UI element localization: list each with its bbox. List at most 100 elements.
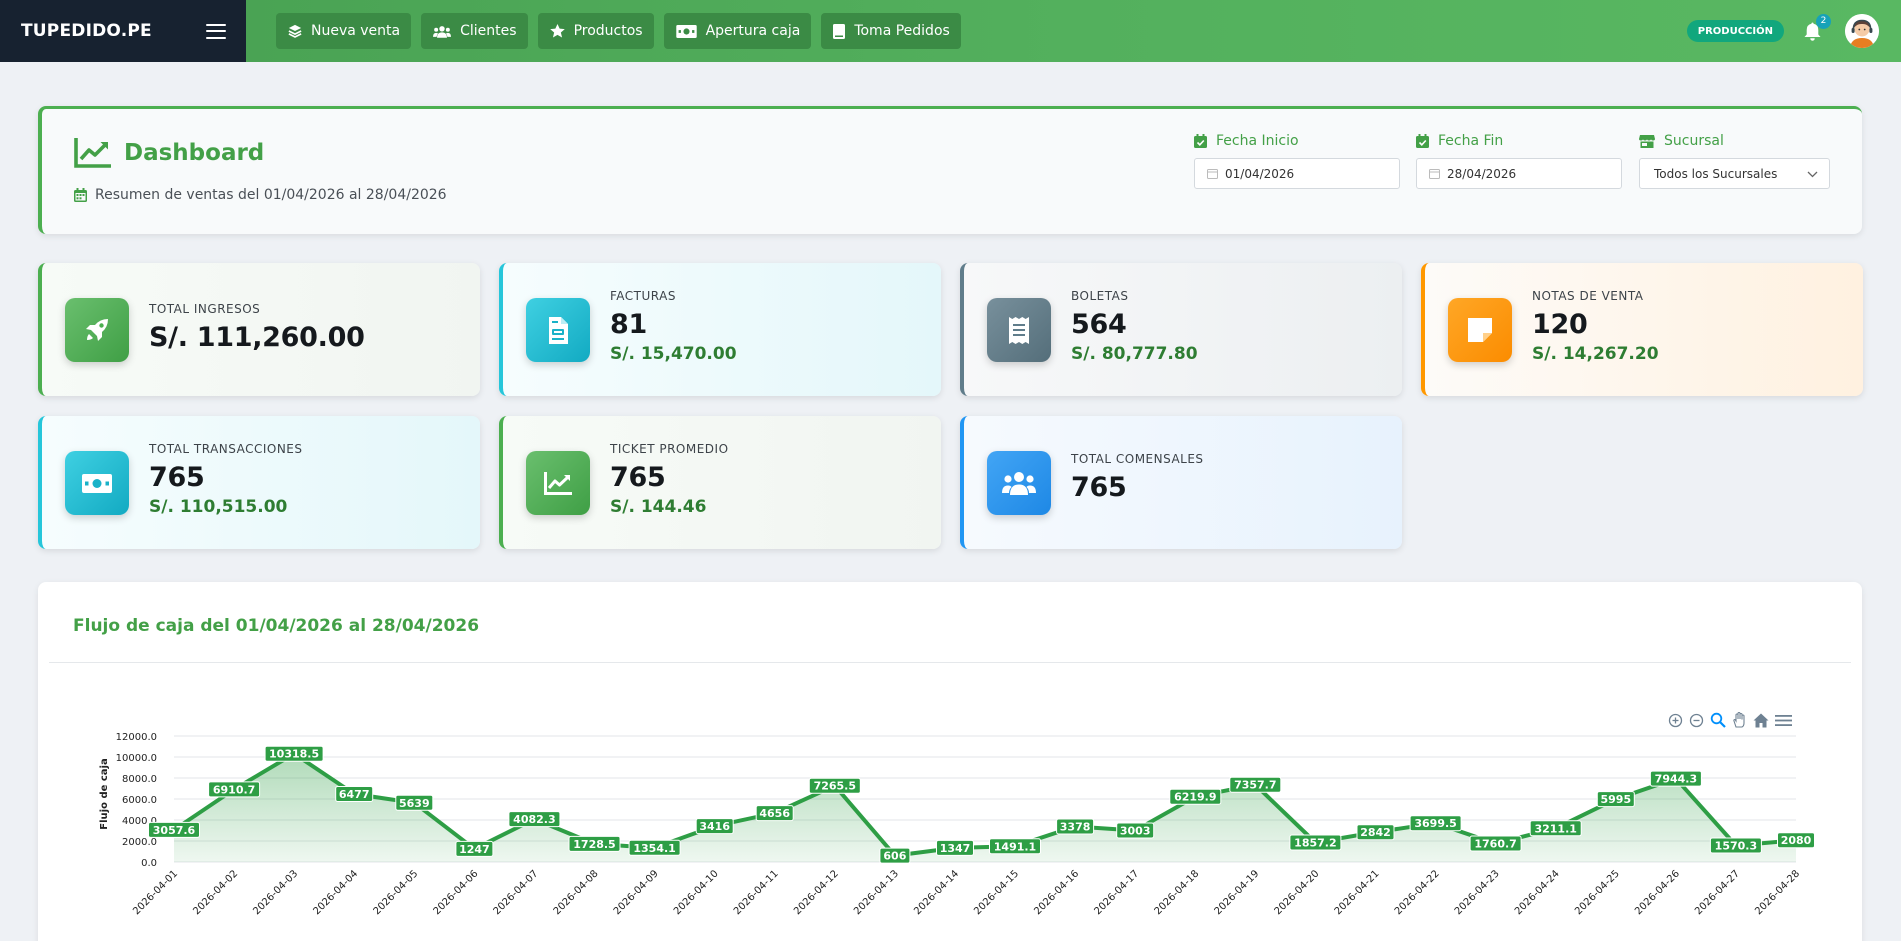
- data-label: 3416: [699, 820, 730, 833]
- clientes-label: Clientes: [460, 23, 517, 39]
- x-tick-label: 2026-04-17: [1092, 868, 1141, 917]
- data-label-box: [1777, 832, 1815, 849]
- zoom-out-icon[interactable]: [1689, 713, 1704, 728]
- data-label: 1347: [940, 842, 971, 855]
- user-avatar[interactable]: [1845, 14, 1879, 48]
- notifications-bell-icon[interactable]: 2: [1804, 13, 1831, 41]
- data-label-box: [628, 839, 681, 856]
- data-label: 3003: [1120, 825, 1151, 838]
- branch-select[interactable]: Todos los Sucursales: [1639, 158, 1830, 189]
- x-tick-label: 2026-04-03: [251, 868, 300, 917]
- apertura-caja-label: Apertura caja: [705, 23, 801, 39]
- stat-amount: S/. 144.46: [610, 497, 707, 517]
- x-tick-label: 2026-04-04: [311, 868, 360, 917]
- toma-pedidos-button[interactable]: Toma Pedidos: [821, 13, 961, 49]
- nueva-venta-button[interactable]: Nueva venta: [276, 13, 412, 49]
- stat-card-total-transacciones: TOTAL TRANSACCIONES 765 S/. 110,515.00: [38, 416, 480, 549]
- calendar-check-icon: [1416, 134, 1429, 148]
- y-tick-label: 10000.0: [116, 753, 157, 764]
- data-label: 7357.7: [1234, 779, 1276, 792]
- brand-logo[interactable]: TUPEDIDO.PE: [21, 21, 152, 41]
- user-area: PRODUCCIÓN 2: [1686, 0, 1901, 62]
- start-date-input[interactable]: 01/04/2026: [1194, 158, 1400, 189]
- start-date-value: 01/04/2026: [1225, 166, 1295, 181]
- quick-actions-bar: Nueva venta Clientes Productos Apertura …: [246, 0, 1901, 62]
- stat-card-facturas: FACTURAS 81 S/. 15,470.00: [499, 263, 941, 396]
- reset-zoom-home-icon[interactable]: [1753, 713, 1769, 728]
- data-label-box: [568, 835, 621, 852]
- pan-hand-icon[interactable]: [1732, 712, 1747, 728]
- data-label-box: [989, 838, 1041, 855]
- y-tick-label: 2000.0: [122, 837, 157, 848]
- calendar-icon: [74, 188, 87, 202]
- end-date-label-row: Fecha Fin: [1416, 133, 1622, 149]
- x-tick-label: 2026-04-11: [732, 868, 781, 917]
- start-date-filter: Fecha Inicio 01/04/2026: [1194, 133, 1400, 189]
- x-tick-label: 2026-04-08: [552, 868, 601, 917]
- data-label: 10318.5: [269, 748, 319, 761]
- date-range-summary-text: Resumen de ventas del 01/04/2026 al 28/0…: [95, 187, 447, 203]
- stat-amount: S/. 14,267.20: [1532, 344, 1659, 364]
- page-title-text: Dashboard: [124, 139, 265, 166]
- productos-button[interactable]: Productos: [537, 13, 654, 49]
- dashboard-header-card: Dashboard Resumen de ventas del 01/04/20…: [38, 106, 1862, 234]
- x-tick-label: 2026-04-26: [1633, 868, 1682, 917]
- y-tick-label: 6000.0: [122, 795, 157, 806]
- data-label-box: [148, 821, 200, 838]
- data-label: 3378: [1060, 821, 1091, 834]
- x-tick-label: 2026-04-18: [1153, 868, 1202, 917]
- apertura-caja-button[interactable]: Apertura caja: [663, 13, 812, 49]
- data-label: 1857.2: [1294, 837, 1336, 850]
- y-tick-label: 0.0: [141, 858, 157, 869]
- sticky-note-icon: [1448, 298, 1512, 362]
- stat-card-ticket-promedio: TICKET PROMEDIO 765 S/. 144.46: [499, 416, 941, 549]
- data-label-box: [808, 777, 861, 794]
- selection-zoom-icon[interactable]: [1710, 712, 1726, 728]
- toma-pedidos-label: Toma Pedidos: [854, 23, 950, 39]
- start-date-label-row: Fecha Inicio: [1194, 133, 1400, 149]
- data-label-box: [208, 781, 261, 798]
- data-label: 2080: [1781, 834, 1812, 847]
- data-label-box: [1649, 770, 1702, 787]
- chart-line-icon: [526, 451, 590, 515]
- brand-area: TUPEDIDO.PE: [0, 0, 246, 62]
- end-date-input[interactable]: 28/04/2026: [1416, 158, 1622, 189]
- stat-text-total-ingresos: TOTAL INGRESOS S/. 111,260.00: [149, 302, 365, 353]
- stat-label: BOLETAS: [1071, 289, 1129, 303]
- x-tick-label: 2026-04-02: [191, 868, 240, 917]
- users-icon: [987, 451, 1051, 515]
- cash-flow-chart-card: Flujo de caja del 01/04/2026 al 28/04/20…: [38, 582, 1862, 941]
- data-label: 606: [883, 850, 906, 863]
- stat-label: TICKET PROMEDIO: [610, 442, 729, 456]
- nueva-venta-label: Nueva venta: [311, 23, 401, 39]
- top-navbar: TUPEDIDO.PE Nueva venta Clientes Product…: [0, 0, 1901, 62]
- rocket-icon: [65, 298, 129, 362]
- x-tick-label: 2026-04-15: [972, 868, 1021, 917]
- stat-text-notas-de-venta: NOTAS DE VENTA 120 S/. 14,267.20: [1532, 289, 1659, 364]
- x-tick-label: 2026-04-10: [672, 868, 721, 917]
- zoom-in-icon[interactable]: [1668, 713, 1683, 728]
- stat-amount: S/. 80,777.80: [1071, 344, 1198, 364]
- stat-label: TOTAL TRANSACCIONES: [149, 442, 303, 456]
- data-label: 4082.3: [513, 813, 555, 826]
- clientes-button[interactable]: Clientes: [421, 13, 528, 49]
- data-label-box: [1169, 788, 1222, 805]
- data-label: 5995: [1600, 793, 1631, 806]
- invoice-icon: [526, 298, 590, 362]
- chart-menu-icon[interactable]: [1775, 714, 1792, 727]
- data-label: 3211.1: [1534, 822, 1576, 835]
- stat-card-total-ingresos: TOTAL INGRESOS S/. 111,260.00: [38, 263, 480, 396]
- data-label: 2842: [1360, 826, 1391, 839]
- data-label-box: [1356, 824, 1395, 841]
- money-bill-icon: [675, 24, 697, 38]
- layers-icon: [288, 24, 302, 38]
- menu-toggle-icon[interactable]: [206, 23, 226, 39]
- x-tick-label: 2026-04-14: [912, 868, 961, 917]
- y-tick-label: 12000.0: [116, 732, 157, 743]
- x-tick-label: 2026-04-21: [1333, 868, 1382, 917]
- data-label: 6910.7: [213, 783, 255, 796]
- data-label: 3057.6: [153, 824, 196, 837]
- data-label-box: [395, 794, 434, 811]
- end-date-filter: Fecha Fin 28/04/2026: [1416, 133, 1622, 189]
- stat-card-total-comensales: TOTAL COMENSALES 765: [960, 416, 1402, 549]
